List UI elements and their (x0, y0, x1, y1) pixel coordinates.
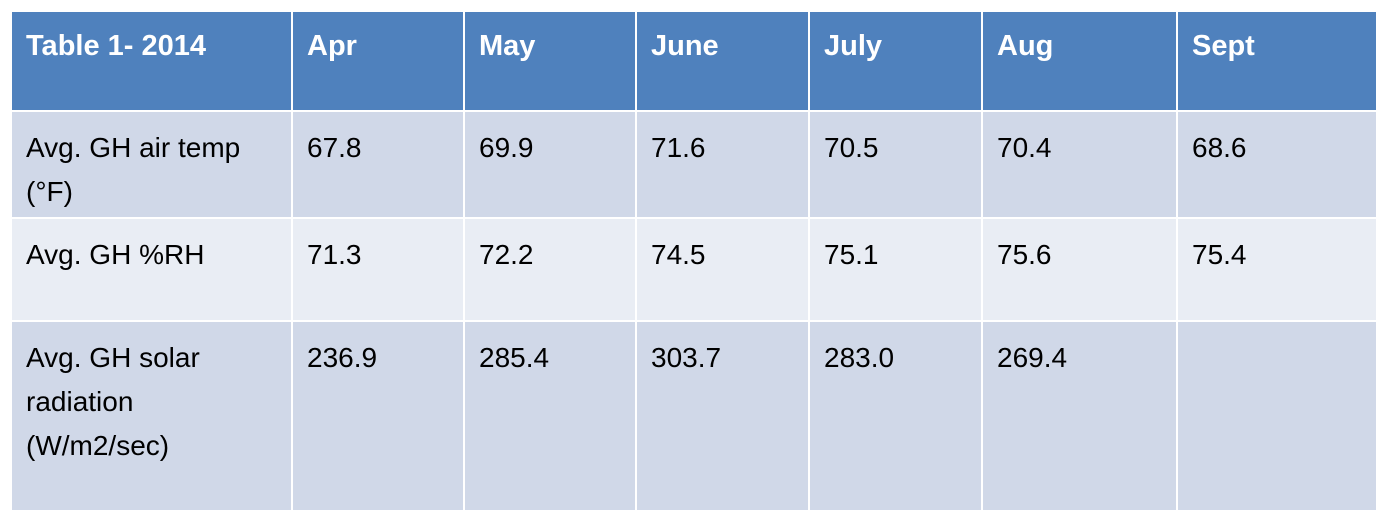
value-cell: 68.6 (1178, 112, 1376, 217)
value-cell: 70.4 (983, 112, 1176, 217)
value-cell: 69.9 (465, 112, 635, 217)
value-cell: 75.6 (983, 219, 1176, 320)
value-cell: 75.1 (810, 219, 981, 320)
value-cell: 71.3 (293, 219, 463, 320)
value-cell: 74.5 (637, 219, 808, 320)
value-cell: 269.4 (983, 322, 1176, 510)
value-cell: 236.9 (293, 322, 463, 510)
data-table: Table 1- 2014 Apr May June July Aug Sept Avg. G… (12, 12, 1376, 510)
value-cell (1178, 322, 1376, 510)
row-label: Avg. GH air temp (°F) (12, 112, 291, 217)
header-cell: July (810, 12, 981, 110)
header-cell: Aug (983, 12, 1176, 110)
header-cell: May (465, 12, 635, 110)
header-cell: Table 1- 2014 (12, 12, 291, 110)
value-cell: 285.4 (465, 322, 635, 510)
header-cell: June (637, 12, 808, 110)
row-label: Avg. GH solar radiation (W/m2/sec) (12, 322, 291, 510)
value-cell: 72.2 (465, 219, 635, 320)
value-cell: 303.7 (637, 322, 808, 510)
value-cell: 283.0 (810, 322, 981, 510)
header-cell: Sept (1178, 12, 1376, 110)
value-cell: 67.8 (293, 112, 463, 217)
value-cell: 71.6 (637, 112, 808, 217)
row-label: Avg. GH %RH (12, 219, 291, 320)
value-cell: 75.4 (1178, 219, 1376, 320)
header-cell: Apr (293, 12, 463, 110)
value-cell: 70.5 (810, 112, 981, 217)
